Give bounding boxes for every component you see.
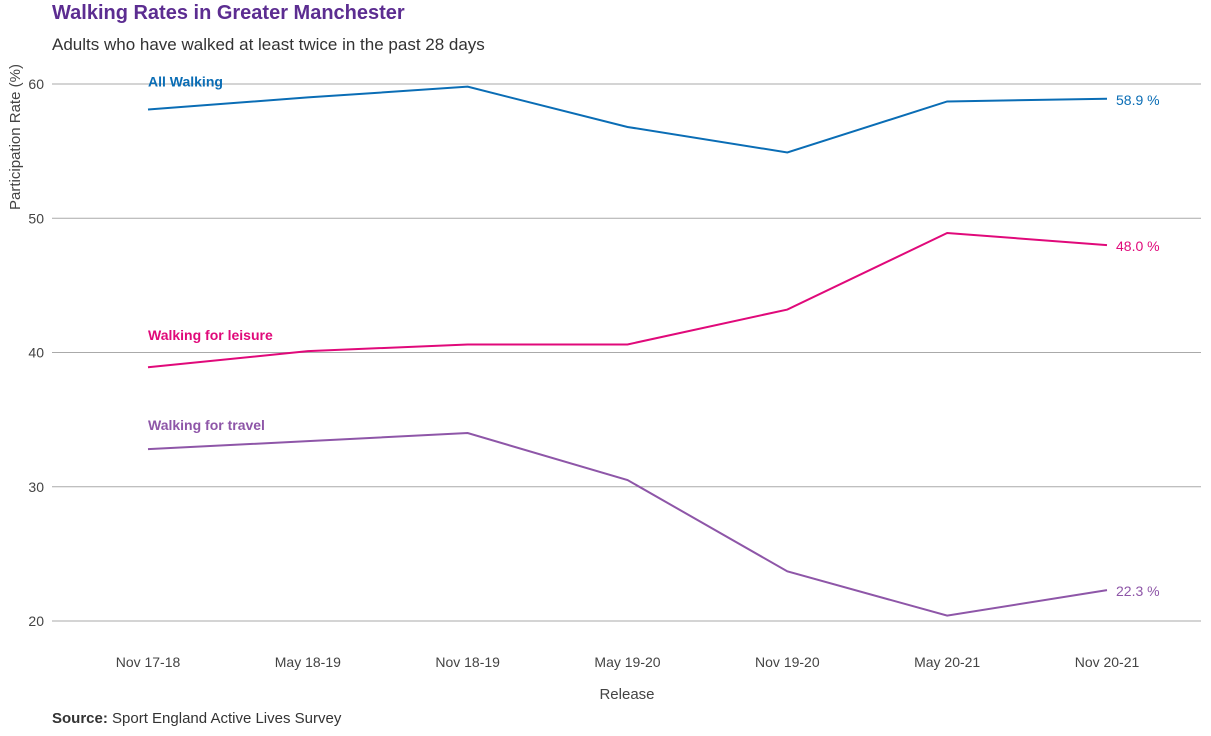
x-tick-label: Nov 19-20	[755, 654, 820, 670]
chart-title: Walking Rates in Greater Manchester	[52, 2, 405, 24]
y-axis-label: Participation Rate (%)	[7, 64, 24, 210]
chart-subtitle: Adults who have walked at least twice in…	[52, 35, 485, 54]
series-line	[147, 85, 1108, 154]
series-line	[147, 432, 1108, 617]
x-tick-label: Nov 20-21	[1075, 654, 1140, 670]
source-note: Source: Sport England Active Lives Surve…	[52, 710, 341, 727]
series-label: All Walking	[148, 73, 223, 89]
y-tick-label: 60	[28, 76, 44, 92]
x-tick-label: Nov 17-18	[116, 654, 181, 670]
source-text: Sport England Active Lives Survey	[112, 710, 342, 727]
y-tick-label: 50	[28, 210, 44, 226]
series-label: Walking for leisure	[148, 327, 273, 343]
end-value-label: 58.9 %	[1116, 92, 1160, 108]
x-tick-label: May 18-19	[275, 654, 341, 670]
series-line	[147, 232, 1108, 369]
y-tick-label: 20	[28, 613, 44, 629]
x-tick-label: May 19-20	[594, 654, 660, 670]
end-value-label: 48.0 %	[1116, 238, 1160, 254]
x-tick-label: May 20-21	[914, 654, 980, 670]
source-label: Source:	[52, 710, 108, 727]
y-tick-label: 30	[28, 479, 44, 495]
series-label: Walking for travel	[148, 417, 265, 433]
y-tick-label: 40	[28, 345, 44, 361]
end-value-label: 22.3 %	[1116, 583, 1160, 599]
x-tick-label: Nov 18-19	[435, 654, 500, 670]
x-axis-label: Release	[599, 686, 654, 703]
